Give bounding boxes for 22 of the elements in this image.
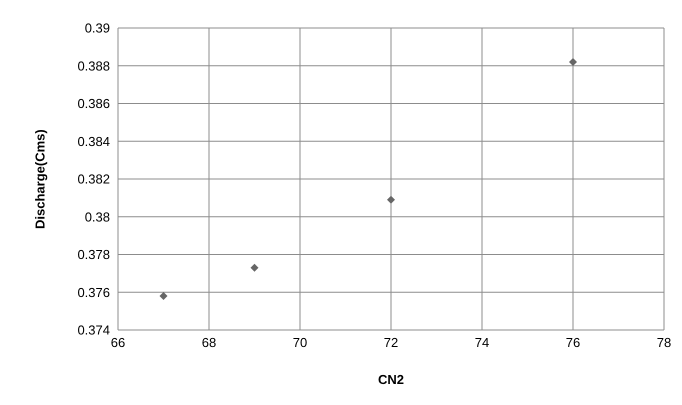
y-tick-label: 0.386 [77, 96, 110, 112]
y-axis-title: Discharge(Cms) [32, 129, 48, 229]
x-tick-label: 68 [202, 335, 216, 350]
point [160, 292, 168, 300]
x-tick-label: 74 [474, 335, 490, 350]
x-tick-label: 66 [110, 335, 126, 350]
y-tick-label: 0.378 [77, 247, 110, 262]
y-tick-label: 0.38 [84, 209, 110, 224]
point [387, 196, 395, 204]
y-tick-label: 0.39 [84, 20, 110, 36]
x-tick-label: 76 [566, 335, 580, 350]
x-tick-label: 72 [384, 335, 398, 350]
y-tick-label: 0.374 [77, 322, 110, 338]
point [250, 264, 258, 272]
y-tick-label: 0.382 [77, 172, 110, 187]
y-tick-label: 0.384 [77, 134, 110, 149]
x-axis-title: CN2 [378, 372, 404, 387]
y-tick-label: 0.388 [77, 58, 110, 74]
x-tick-label: 70 [292, 335, 308, 350]
x-tick-label: 78 [656, 335, 672, 350]
y-tick-label: 0.376 [77, 284, 110, 300]
point [569, 58, 577, 66]
